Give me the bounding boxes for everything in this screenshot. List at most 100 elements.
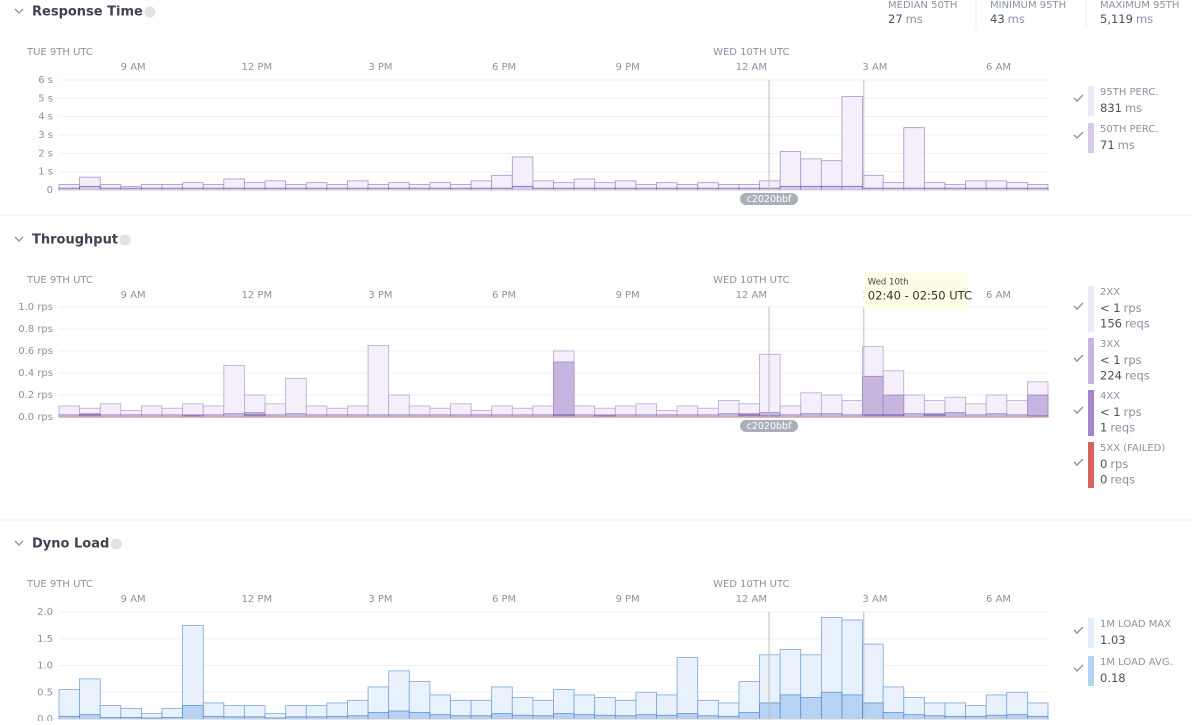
legend-name[interactable]: 1M LOAD MAX (1100, 619, 1171, 630)
x-tick-label: 6 AM (986, 62, 1011, 73)
legend-check[interactable] (1073, 302, 1084, 310)
legend-unit: rps (1110, 457, 1128, 471)
collapse-chevron[interactable] (14, 540, 24, 546)
x-tick-label: 12 AM (736, 290, 767, 301)
collapse-chevron[interactable] (14, 8, 24, 14)
bar (656, 714, 678, 720)
tooltip-range: 02:40 - 02:50 UTC (868, 289, 972, 303)
legend-number: 156 (1100, 316, 1122, 330)
info-icon[interactable] (144, 6, 156, 18)
y-tick-label: 2 s (38, 148, 53, 159)
legend-swatch[interactable] (1088, 390, 1094, 436)
legend-name[interactable]: 95TH PERC. (1100, 87, 1159, 98)
legend-number: 0.18 (1100, 671, 1126, 685)
bar (800, 697, 822, 720)
legend-swatch[interactable] (1088, 338, 1094, 384)
legend-check[interactable] (1073, 94, 1084, 102)
legend-unit: ms (1125, 101, 1142, 115)
x-tick-label: 3 PM (368, 62, 392, 73)
legend-swatch[interactable] (1088, 618, 1094, 648)
legend-unit: rps (1124, 405, 1142, 419)
bar (676, 657, 699, 720)
bar (388, 394, 410, 418)
legend-swatch[interactable] (1088, 86, 1094, 116)
day-label: WED 10TH UTC (713, 275, 789, 286)
bar (58, 689, 81, 720)
x-tick-label: 9 AM (121, 62, 146, 73)
legend-value: 831 ms (1100, 101, 1142, 115)
bar (79, 714, 101, 720)
y-tick-label: 1.0 rps (18, 302, 53, 313)
tooltip (863, 273, 968, 309)
stat-label: MEDIAN 50TH (888, 0, 957, 11)
bar (779, 151, 802, 191)
bar (820, 160, 843, 191)
stat-value: 43 ms (990, 12, 1025, 26)
bar (594, 714, 616, 720)
day-label: WED 10TH UTC (713, 579, 789, 590)
legend-check[interactable] (1073, 458, 1084, 466)
bar (676, 713, 699, 720)
legend-name[interactable]: 5XX (FAILED) (1100, 443, 1165, 454)
legend-number: < 1 (1100, 353, 1121, 367)
legend-value: < 1 rps (1100, 301, 1142, 315)
legend-swatch[interactable] (1088, 286, 1094, 332)
x-tick-label: 9 AM (121, 290, 146, 301)
stat-unit: ms (1008, 12, 1025, 26)
bar (738, 712, 760, 720)
legend-check[interactable] (1073, 354, 1084, 362)
legend-check[interactable] (1073, 664, 1084, 672)
x-tick-label: 6 PM (492, 594, 516, 605)
legend-value: 0 rps (1100, 457, 1128, 471)
deploy-badge (740, 193, 799, 205)
bar (388, 710, 410, 720)
legend-check[interactable] (1073, 626, 1084, 634)
tooltip-date: Wed 10th (868, 278, 909, 288)
y-tick-label: 0.6 rps (18, 346, 53, 357)
bar (182, 705, 204, 720)
legend-check[interactable] (1073, 131, 1084, 139)
section-title: Throughput (32, 233, 118, 248)
bar (862, 702, 884, 720)
deploy-label: c2020bbf (747, 194, 792, 205)
y-tick-label: 0.4 rps (18, 368, 53, 379)
bar (367, 345, 390, 418)
legend-swatch[interactable] (1088, 442, 1094, 488)
y-tick-label: 0.8 rps (18, 324, 53, 335)
x-tick-label: 12 PM (242, 594, 273, 605)
section-title: Dyno Load (32, 537, 109, 552)
legend-name[interactable]: 50TH PERC. (1100, 124, 1159, 135)
collapse-chevron[interactable] (14, 236, 24, 242)
stat-number: 43 (990, 12, 1005, 26)
legend-number: 831 (1100, 101, 1122, 115)
legend-name[interactable]: 4XX (1100, 391, 1120, 402)
legend-value: 156 reqs (1100, 316, 1150, 330)
legend-value: 1.03 (1100, 633, 1126, 647)
legend-name[interactable]: 3XX (1100, 339, 1120, 350)
bar (759, 353, 781, 418)
section-title: Response Time (32, 5, 143, 20)
legend-value: 0.18 (1100, 671, 1126, 685)
day-label: WED 10TH UTC (713, 47, 789, 58)
legend-swatch[interactable] (1088, 123, 1094, 153)
y-tick-label: 1.0 (37, 661, 53, 672)
legend-value: 1 reqs (1100, 420, 1135, 434)
legend-value: < 1 rps (1100, 353, 1142, 367)
info-icon[interactable] (119, 234, 131, 246)
y-tick-label: 0 (47, 185, 53, 196)
legend-check[interactable] (1073, 406, 1084, 414)
legend-number: 1 (1100, 420, 1107, 434)
stat-unit: ms (1136, 12, 1153, 26)
bar (800, 185, 822, 191)
legend-swatch[interactable] (1088, 656, 1094, 686)
x-tick-label: 6 AM (986, 594, 1011, 605)
y-tick-label: 3 s (38, 130, 53, 141)
legend-name[interactable]: 1M LOAD AVG. (1100, 657, 1173, 668)
legend-name[interactable]: 2XX (1100, 287, 1120, 298)
y-tick-label: 6 s (38, 75, 53, 86)
bar (985, 714, 1008, 720)
x-tick-label: 6 PM (492, 290, 516, 301)
legend-unit: rps (1124, 353, 1142, 367)
info-icon[interactable] (110, 538, 122, 550)
